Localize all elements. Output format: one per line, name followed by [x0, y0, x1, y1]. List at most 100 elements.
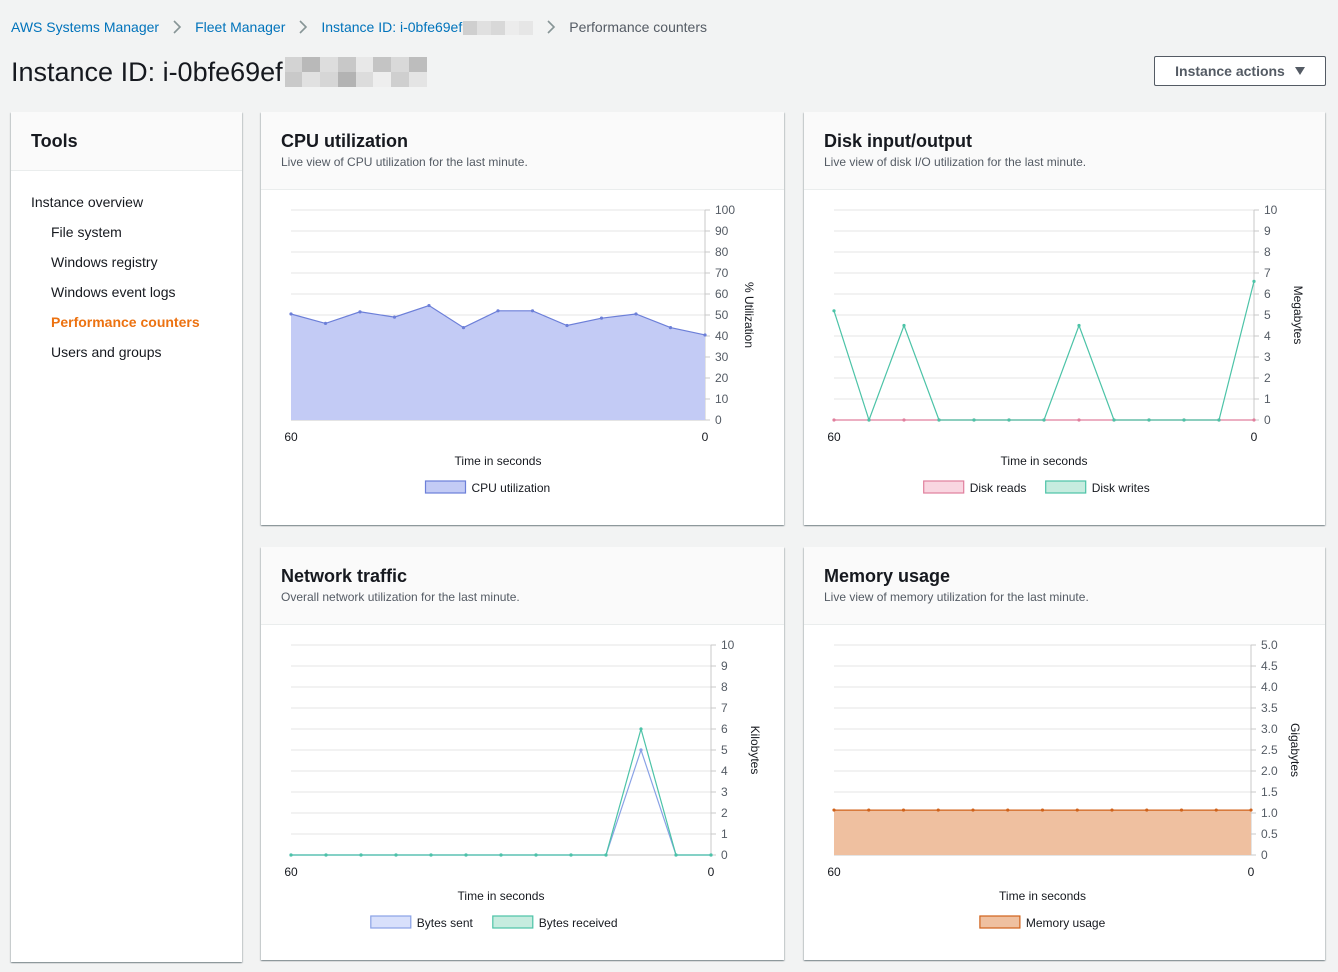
y-tick-label: 4.0 [1261, 680, 1278, 694]
data-point [1006, 808, 1010, 812]
y-tick-label: 0 [721, 848, 728, 862]
data-point [1182, 418, 1186, 422]
y-tick-label: 3.5 [1261, 701, 1278, 715]
legend-label: Disk reads [970, 481, 1027, 495]
data-point [1179, 808, 1184, 812]
y-tick-label: 3.0 [1261, 722, 1278, 736]
legend-label: Disk writes [1092, 481, 1150, 495]
legend-swatch [979, 915, 1021, 929]
tools-item-windows-event-logs[interactable]: Windows event logs [51, 284, 176, 300]
y-tick-label: 8 [1264, 245, 1271, 259]
cpu-utilization-card: CPU utilization Live view of CPU utiliza… [261, 112, 784, 525]
disk-io-chart: 0 1 2 3 4 5 6 7 8 9 10 60 0 Time in seconds Megabytes D… [827, 203, 1305, 495]
y-tick-label: 4 [1264, 329, 1271, 343]
tools-item-file-system[interactable]: File system [51, 224, 122, 240]
data-point [709, 853, 713, 857]
caret-down-icon [1294, 67, 1305, 75]
x-tick-label: 0 [1248, 865, 1255, 879]
y-tick-label: 1 [721, 827, 728, 841]
data-point [639, 748, 643, 752]
data-point [867, 808, 871, 812]
legend-swatch [923, 480, 965, 494]
series-line [291, 748, 711, 856]
data-point [703, 333, 707, 337]
x-tick-label: 60 [827, 865, 841, 879]
breadcrumb-instance-label: Instance ID: i-0bfe69ef [321, 18, 463, 35]
legend-label: Memory usage [1026, 916, 1106, 930]
legend-swatch [370, 915, 412, 929]
x-tick-label: 0 [1251, 430, 1258, 444]
y-tick-label: 7 [1264, 266, 1271, 280]
disk-io-card: Disk input/output Live view of disk I/O … [804, 112, 1325, 525]
y-tick-label: 20 [715, 371, 729, 385]
cpu-utilization-chart: 0 10 20 30 40 50 60 70 80 90 100 60 0 Time in seconds… [284, 203, 756, 495]
y-tick-label: 70 [715, 266, 729, 280]
y-tick-label: 0 [1264, 413, 1271, 427]
card-header: CPU utilization Live view of CPU utiliza… [261, 112, 784, 190]
memory-usage-chart: 0 0.5 1.0 1.5 2.0 2.5 3.0 3.5 4.0 4.5 5.0 60 0 Time i… [827, 638, 1302, 930]
tools-item-performance-counters[interactable]: Performance counters [51, 314, 200, 330]
data-point [832, 309, 836, 313]
data-point [324, 853, 328, 857]
data-point [1075, 808, 1079, 812]
data-point [902, 323, 906, 328]
data-point [867, 418, 871, 422]
x-axis-label: Time in seconds [458, 889, 545, 903]
y-tick-label: 4.5 [1261, 659, 1278, 673]
y-tick-label: 0 [715, 413, 722, 427]
tools-item-instance-overview[interactable]: Instance overview [31, 194, 144, 210]
y-tick-label: 10 [1264, 203, 1278, 217]
data-point [534, 853, 538, 857]
data-point [1217, 418, 1221, 422]
data-point [1214, 808, 1218, 812]
card-title: Disk input/output [824, 131, 972, 151]
tools-title: Tools [11, 112, 242, 171]
data-point [901, 808, 906, 812]
card-title: Memory usage [824, 566, 951, 586]
breadcrumb-fleet-manager[interactable]: Fleet Manager [195, 19, 286, 35]
instance-actions-button[interactable]: Instance actions [1154, 56, 1326, 86]
data-point [1249, 808, 1253, 812]
breadcrumb-instance[interactable]: Instance ID: i-0bfe69ef [321, 18, 534, 36]
redacted-instance-id [463, 21, 534, 36]
y-tick-label: 5 [721, 743, 728, 757]
data-point [429, 853, 433, 857]
data-point [971, 808, 975, 812]
legend-swatch [424, 480, 467, 494]
data-point [674, 853, 678, 857]
x-axis-label: Time in seconds [999, 889, 1086, 903]
tools-list: Instance overview File system Windows regi… [11, 171, 242, 371]
data-point [1077, 418, 1081, 422]
data-point [358, 310, 362, 314]
data-point [668, 326, 673, 330]
data-point [599, 316, 604, 320]
legend-label: Bytes sent [417, 916, 474, 930]
data-point [1147, 418, 1151, 422]
tools-item-users-and-groups[interactable]: Users and groups [51, 344, 162, 360]
y-tick-label: 0 [1261, 848, 1268, 862]
y-tick-label: 40 [715, 329, 729, 343]
y-tick-label: 6 [721, 722, 728, 736]
y-tick-label: 2.0 [1261, 764, 1278, 778]
y-tick-label: 6 [1264, 287, 1271, 301]
breadcrumb-systems-manager[interactable]: AWS Systems Manager [11, 19, 160, 35]
card-description: Overall network utilization for the last… [281, 590, 520, 604]
card-description: Live view of memory utilization for the … [824, 590, 1089, 604]
y-tick-label: 80 [715, 245, 729, 259]
data-point [394, 853, 398, 857]
x-axis-label: Time in seconds [455, 454, 542, 468]
card-title: Network traffic [281, 566, 408, 586]
data-point [1077, 323, 1081, 328]
data-point [569, 853, 573, 857]
data-point [634, 312, 638, 316]
y-axis-label: Gigabytes [1288, 723, 1302, 777]
y-tick-label: 9 [1264, 224, 1271, 238]
y-tick-label: 2 [1264, 371, 1271, 385]
tools-item-windows-registry[interactable]: Windows registry [51, 254, 158, 270]
data-point [392, 315, 397, 319]
network-traffic-chart: 0 1 2 3 4 5 6 7 8 9 10 60 0 Time in seconds Kilobytes B… [284, 638, 762, 930]
data-point [289, 312, 293, 316]
data-point [1042, 418, 1046, 422]
y-tick-label: 10 [721, 638, 735, 652]
y-tick-label: 3 [1264, 350, 1271, 364]
